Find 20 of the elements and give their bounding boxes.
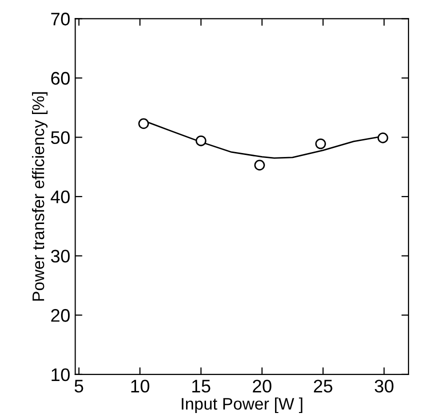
point bbox=[378, 132, 388, 144]
x-tick-label: 30 bbox=[374, 380, 394, 393]
y-axis-title: Power transfer efficiency [%] bbox=[32, 92, 48, 301]
point bbox=[196, 135, 206, 146]
point bbox=[254, 160, 265, 170]
y-tick-label: 20 bbox=[51, 309, 70, 322]
point bbox=[138, 118, 149, 129]
x-tick-label: 10 bbox=[131, 380, 150, 393]
x-tick-label: 25 bbox=[314, 380, 332, 393]
y-tick-label: 30 bbox=[50, 250, 70, 263]
y-tick-label: 50 bbox=[51, 131, 70, 144]
x-tick-label: 15 bbox=[192, 380, 210, 393]
point bbox=[315, 138, 326, 150]
y-tick-label: 10 bbox=[52, 368, 70, 382]
y-tick-label: 40 bbox=[50, 190, 70, 204]
x-tick-label: 20 bbox=[252, 380, 272, 393]
x-tick-label: 5 bbox=[74, 380, 84, 393]
y-tick-label: 60 bbox=[51, 72, 70, 85]
x-axis-title: Input Power [W ] bbox=[182, 397, 302, 414]
y-tick-label: 70 bbox=[51, 12, 70, 26]
